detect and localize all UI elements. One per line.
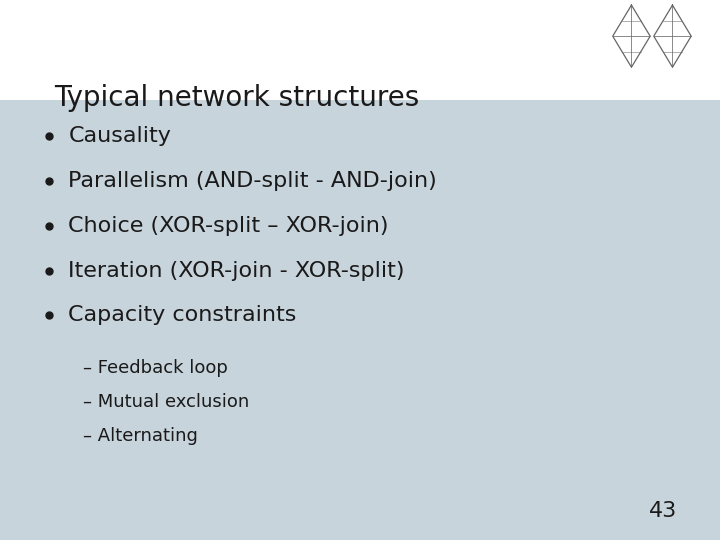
Text: – Mutual exclusion: – Mutual exclusion xyxy=(83,393,249,411)
Text: Causality: Causality xyxy=(68,126,171,146)
Text: Typical network structures: Typical network structures xyxy=(54,84,419,112)
Text: Iteration (XOR-join - XOR-split): Iteration (XOR-join - XOR-split) xyxy=(68,260,405,281)
FancyBboxPatch shape xyxy=(0,100,720,540)
Text: – Feedback loop: – Feedback loop xyxy=(83,359,228,377)
Text: – Alternating: – Alternating xyxy=(83,427,198,446)
Text: Capacity constraints: Capacity constraints xyxy=(68,305,297,326)
Text: Parallelism (AND-split - AND-join): Parallelism (AND-split - AND-join) xyxy=(68,171,437,191)
Text: 43: 43 xyxy=(649,501,677,521)
Text: Choice (XOR-split – XOR-join): Choice (XOR-split – XOR-join) xyxy=(68,215,389,236)
